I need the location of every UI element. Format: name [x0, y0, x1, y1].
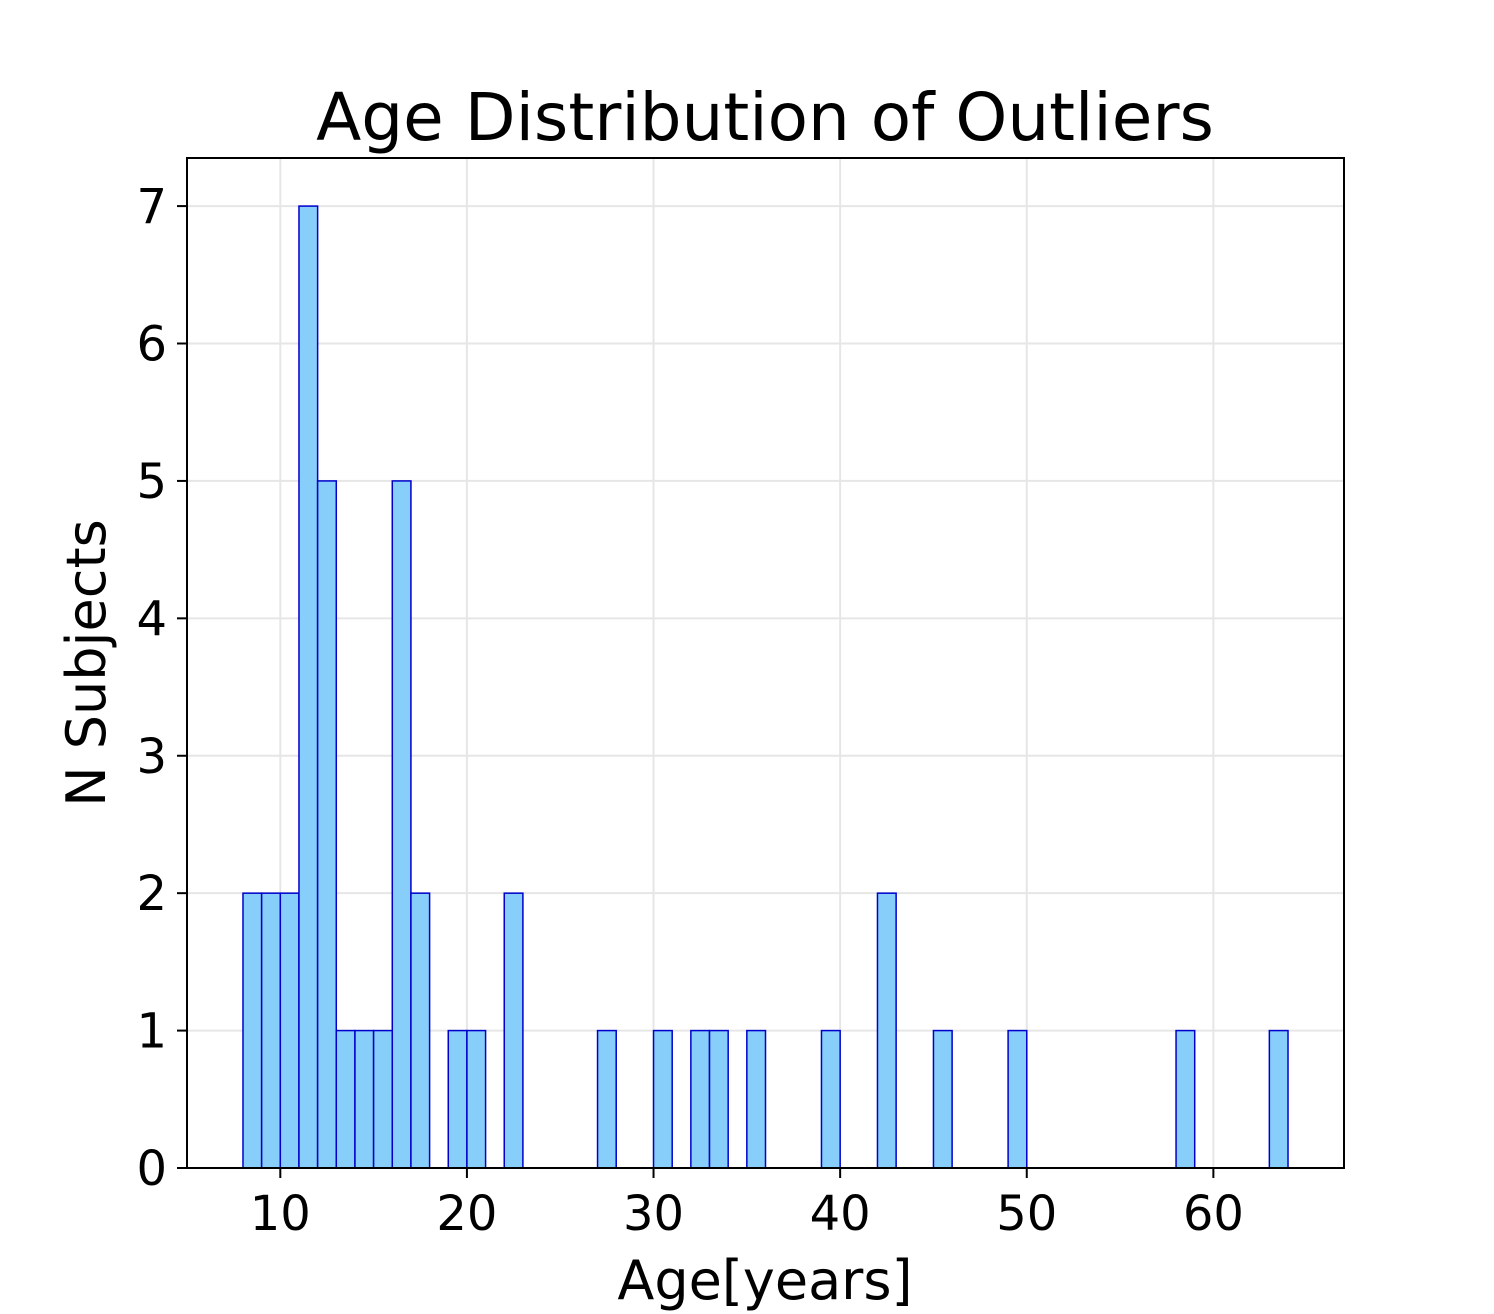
- histogram-bar: [410, 892, 431, 1169]
- histogram-bar: [652, 1029, 673, 1169]
- grid-lines: [187, 158, 1344, 1169]
- histogram-bar: [316, 480, 338, 1169]
- y-axis-label: N Subjects: [55, 519, 118, 807]
- histogram-bar: [335, 1029, 356, 1169]
- axis-ticks: 10 20 30 40 50 60 0 1 2 3 4 5 6 7: [136, 179, 1243, 1242]
- histogram-bar: [876, 892, 897, 1169]
- histogram-bar: [708, 1029, 729, 1169]
- histogram-bar: [447, 1029, 468, 1169]
- x-axis-label: Age[years]: [617, 1249, 912, 1312]
- histogram-bar: [260, 892, 282, 1169]
- histogram-bar: [372, 1029, 394, 1169]
- x-tick-label: 10: [250, 1186, 311, 1242]
- histogram-bars: [242, 205, 1289, 1169]
- histogram-bar: [1268, 1029, 1289, 1169]
- histogram-bar: [1175, 1029, 1196, 1169]
- histogram-bar: [279, 892, 300, 1169]
- y-tick-label: 5: [136, 454, 167, 510]
- x-tick-label: 30: [623, 1186, 684, 1242]
- histogram-bar: [820, 1029, 841, 1169]
- y-tick-label: 1: [136, 1004, 167, 1060]
- chart-title: Age Distribution of Outliers: [316, 79, 1214, 156]
- histogram-bar: [298, 205, 319, 1169]
- histogram-bar: [354, 1029, 375, 1169]
- y-tick-label: 7: [136, 179, 167, 235]
- histogram-bar: [596, 1029, 617, 1169]
- y-tick-label: 6: [136, 317, 167, 373]
- y-tick-label: 3: [136, 729, 167, 785]
- histogram-bar: [466, 1029, 487, 1169]
- x-tick-label: 20: [436, 1186, 497, 1242]
- x-tick-label: 60: [1183, 1186, 1244, 1242]
- x-tick-label: 40: [810, 1186, 871, 1242]
- y-tick-label: 2: [136, 866, 167, 922]
- histogram-bar: [391, 480, 412, 1169]
- histogram-bar: [690, 1029, 711, 1169]
- histogram-bar: [746, 1029, 767, 1169]
- y-tick-label: 4: [136, 591, 167, 647]
- histogram-bar: [932, 1029, 953, 1169]
- y-tick-label: 0: [136, 1141, 167, 1197]
- histogram-bar: [242, 892, 263, 1169]
- histogram-bar: [503, 892, 524, 1169]
- plot-frame: [186, 157, 1345, 1169]
- x-tick-label: 50: [996, 1186, 1057, 1242]
- histogram-bar: [1007, 1029, 1028, 1169]
